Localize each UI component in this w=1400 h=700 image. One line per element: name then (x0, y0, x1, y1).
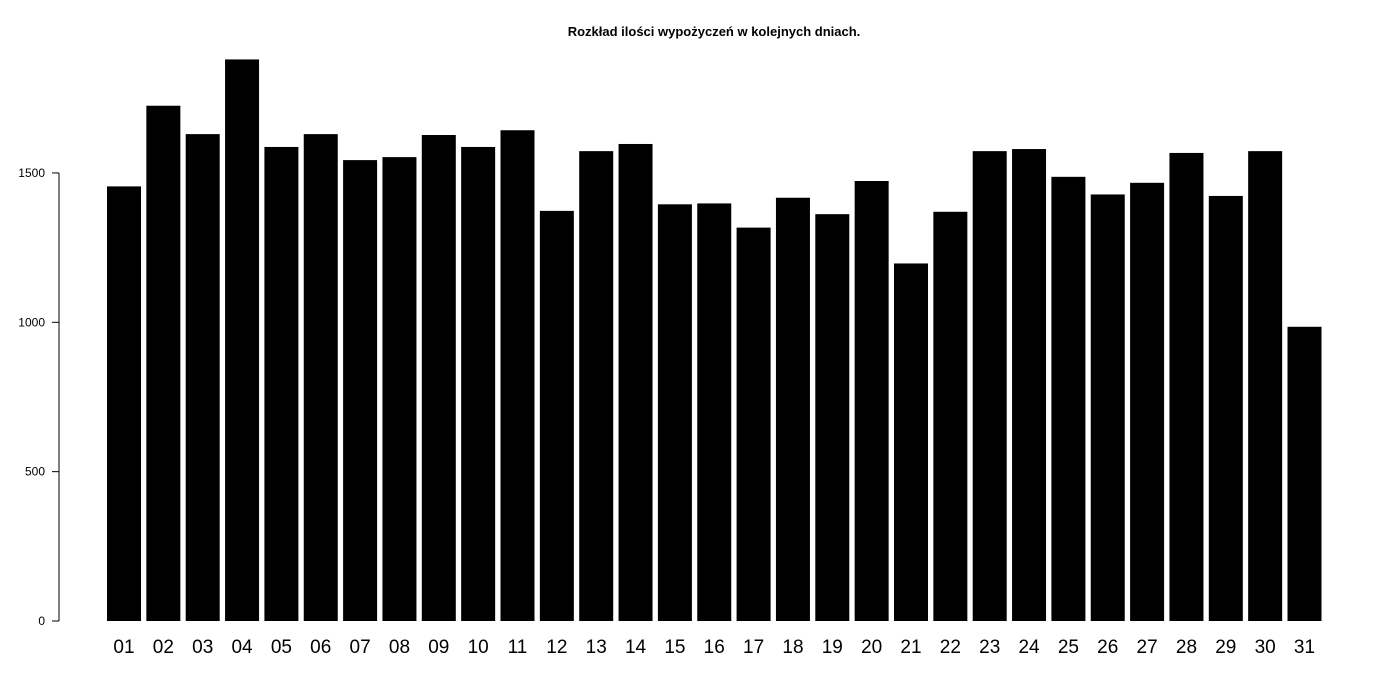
bar-26 (1090, 194, 1125, 621)
bar-30 (1248, 151, 1283, 621)
x-tick-label: 25 (1058, 637, 1079, 658)
bar-08 (382, 157, 417, 621)
y-tick-label: 0 (38, 614, 45, 628)
bar-21 (894, 263, 928, 621)
bar-06 (303, 134, 338, 621)
x-tick-label: 21 (900, 637, 921, 658)
x-tick-label: 29 (1215, 637, 1236, 658)
x-tick-label: 02 (153, 637, 174, 658)
bar-29 (1208, 195, 1243, 621)
x-tick-label: 07 (350, 637, 371, 658)
bar-02 (146, 105, 181, 622)
x-tick-label: 04 (231, 637, 253, 658)
bars-group (107, 59, 1322, 622)
x-tick-label: 17 (743, 637, 764, 658)
x-tick-label: 11 (508, 637, 528, 658)
x-tick-label: 24 (1018, 637, 1040, 658)
bar-16 (697, 203, 732, 622)
y-tick-label: 1000 (18, 315, 45, 329)
bar-01 (107, 186, 141, 621)
bar-03 (185, 134, 220, 621)
y-tick-label: 500 (25, 465, 45, 479)
bar-10 (461, 146, 496, 621)
bar-22 (933, 211, 968, 621)
x-tick-label: 26 (1097, 637, 1118, 658)
chart-title: Rozkład ilości wypożyczeń w kolejnych dn… (568, 24, 861, 39)
x-tick-label: 14 (625, 637, 647, 658)
x-tick-label: 20 (861, 637, 882, 658)
bar-12 (539, 210, 574, 621)
y-axis: 0 500 1000 1500 (18, 166, 60, 628)
x-tick-label: 08 (389, 637, 410, 658)
bar-27 (1130, 182, 1165, 621)
x-tick-label: 12 (546, 637, 567, 658)
x-tick-label: 27 (1137, 637, 1158, 658)
bar-20 (854, 181, 889, 621)
bar-07 (343, 160, 378, 622)
bar-28 (1169, 152, 1204, 621)
bar-15 (657, 204, 692, 621)
x-tick-label: 15 (664, 637, 685, 658)
x-tick-label: 01 (113, 637, 134, 658)
x-tick-label: 31 (1294, 637, 1315, 658)
bar-05 (264, 146, 299, 621)
x-tick-label: 13 (586, 637, 607, 658)
x-tick-label: 06 (310, 637, 331, 658)
bar-09 (421, 135, 456, 621)
bar-25 (1051, 176, 1086, 621)
x-tick-label: 19 (822, 637, 843, 658)
bar-23 (972, 151, 1007, 621)
x-tick-label: 10 (468, 637, 489, 658)
bar-14 (618, 143, 653, 622)
bar-18 (775, 197, 810, 622)
bar-24 (1012, 149, 1047, 622)
x-tick-label: 22 (940, 637, 961, 658)
bar-31 (1287, 326, 1322, 621)
x-tick-label: 05 (271, 637, 292, 658)
bar-17 (736, 227, 771, 622)
x-tick-label: 03 (192, 637, 213, 658)
x-tick-label: 18 (782, 637, 803, 658)
x-tick-label: 16 (704, 637, 725, 658)
bar-19 (815, 214, 850, 622)
y-tick-label: 1500 (18, 166, 45, 180)
x-axis-labels: 01 02 03 04 05 06 07 08 09 10 11 12 13 14 15 16 17 18 19 20… (113, 637, 1315, 658)
bar-11 (500, 130, 535, 622)
x-tick-label: 30 (1255, 637, 1276, 658)
x-tick-label: 28 (1176, 637, 1197, 658)
bar-04 (225, 59, 260, 621)
bar-13 (579, 151, 614, 621)
x-tick-label: 23 (979, 637, 1000, 658)
x-tick-label: 09 (428, 637, 449, 658)
